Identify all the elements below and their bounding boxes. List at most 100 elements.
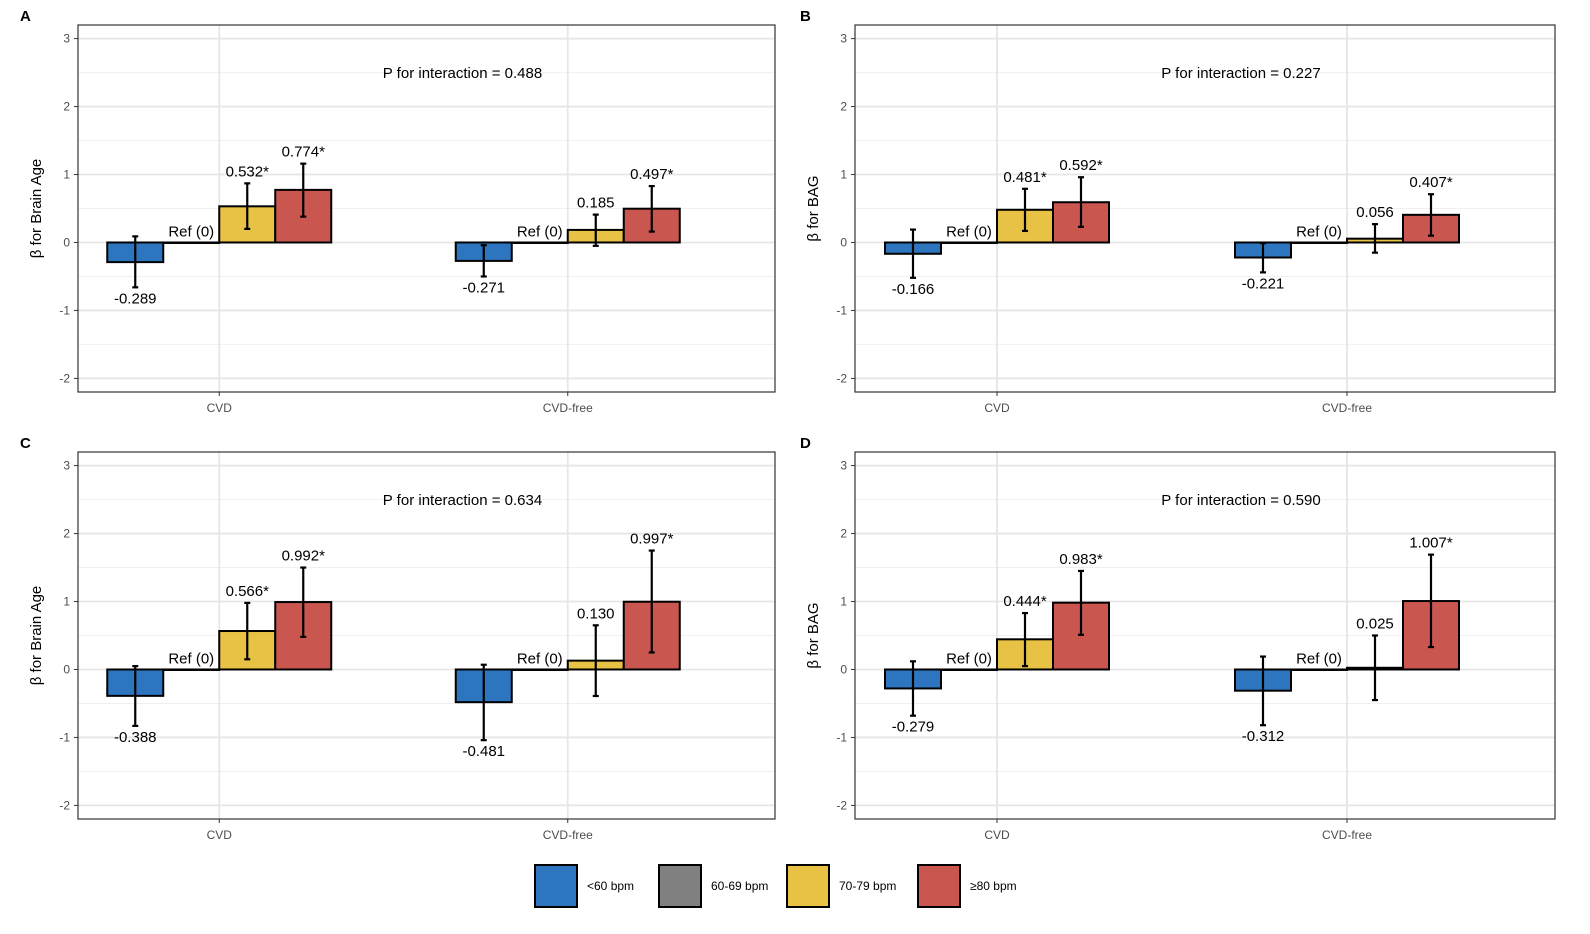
bar — [162, 241, 221, 244]
y-axis-label: β for Brain Age — [28, 586, 45, 686]
y-tick-label: 2 — [840, 100, 847, 114]
data-label: 0.185 — [577, 195, 615, 212]
panel-letter: D — [800, 435, 811, 452]
panel-letter: C — [20, 435, 31, 452]
data-label: 0.997* — [630, 531, 674, 548]
data-label: 0.983* — [1059, 551, 1103, 568]
y-tick-label: 3 — [63, 459, 70, 473]
y-tick-label: -2 — [836, 371, 847, 385]
legend-swatch — [658, 864, 702, 908]
bar — [162, 668, 221, 671]
data-label: 0.532* — [226, 163, 270, 180]
bar — [940, 668, 998, 671]
panel-letter: A — [20, 8, 31, 25]
y-tick-label: 0 — [840, 662, 847, 676]
data-label: -0.279 — [892, 719, 935, 736]
y-tick-label: 0 — [840, 235, 847, 249]
y-tick-label: 2 — [63, 527, 70, 541]
x-category-label: CVD-free — [1322, 828, 1372, 842]
y-tick-label: 1 — [840, 595, 847, 609]
y-tick-label: 0 — [63, 662, 70, 676]
y-axis-label: β for Brain Age — [28, 159, 45, 259]
y-tick-label: 1 — [63, 595, 70, 609]
data-label: 0.566* — [226, 583, 270, 600]
data-label: -0.388 — [114, 729, 157, 746]
y-tick-label: -1 — [59, 303, 70, 317]
panel-c: C -2 -1 0 1 2 3 CVD -0.388 Ref (0) 0.566* 0.992* CVD… — [20, 435, 776, 842]
legend-item: ≥80 bpm — [917, 864, 1017, 908]
x-category-label: CVD-free — [543, 401, 593, 415]
data-label: Ref (0) — [168, 223, 214, 240]
panel-a: A -2 -1 0 1 2 3 CVD -0.289 Ref (0) 0.532* 0.774* CVD… — [20, 8, 776, 415]
y-tick-label: -2 — [59, 371, 70, 385]
y-tick-label: 2 — [840, 527, 847, 541]
x-category-label: CVD-free — [543, 828, 593, 842]
y-tick-label: -1 — [59, 730, 70, 744]
y-tick-label: 3 — [840, 459, 847, 473]
y-tick-label: 3 — [840, 32, 847, 46]
legend-item: <60 bpm — [534, 864, 634, 908]
y-tick-label: 1 — [840, 168, 847, 182]
data-label: 1.007* — [1409, 535, 1453, 552]
data-label: Ref (0) — [946, 650, 992, 667]
y-tick-label: 2 — [63, 100, 70, 114]
data-label: Ref (0) — [517, 223, 563, 240]
data-label: 0.774* — [282, 144, 326, 161]
legend-swatch — [534, 864, 578, 908]
legend-item: 60-69 bpm — [658, 864, 768, 908]
data-label: Ref (0) — [168, 650, 214, 667]
data-label: 0.481* — [1003, 169, 1047, 186]
x-category-label: CVD — [207, 828, 233, 842]
bar — [1290, 241, 1348, 244]
x-category-label: CVD — [984, 828, 1010, 842]
p-interaction-annotation: P for interaction = 0.634 — [383, 492, 542, 509]
y-tick-label: -2 — [836, 798, 847, 812]
legend-item: 70-79 bpm — [786, 864, 896, 908]
data-label: -0.312 — [1242, 728, 1285, 745]
panel-b: B -2 -1 0 1 2 3 CVD -0.166 Ref (0) 0.481* 0.592* CVD… — [800, 8, 1556, 415]
data-label: -0.166 — [892, 281, 935, 298]
y-tick-label: 0 — [63, 235, 70, 249]
data-label: -0.221 — [1242, 275, 1285, 292]
data-label: 0.025 — [1356, 616, 1394, 633]
panel-border — [77, 451, 776, 820]
y-tick-label: -1 — [836, 730, 847, 744]
y-axis-label: β for BAG — [805, 175, 822, 241]
data-label: 0.407* — [1409, 174, 1453, 191]
legend-swatch — [786, 864, 830, 908]
panel-border — [77, 24, 776, 393]
legend-label: 70-79 bpm — [839, 879, 896, 893]
y-tick-label: -2 — [59, 798, 70, 812]
x-category-label: CVD-free — [1322, 401, 1372, 415]
data-label: 0.497* — [630, 166, 674, 183]
panel-border — [854, 451, 1556, 820]
data-label: 0.056 — [1356, 204, 1394, 221]
bar — [510, 241, 569, 244]
data-label: -0.481 — [462, 743, 505, 760]
data-label: -0.271 — [462, 279, 505, 296]
x-category-label: CVD — [207, 401, 233, 415]
y-tick-label: 1 — [63, 168, 70, 182]
bar — [940, 241, 998, 244]
legend-label: 60-69 bpm — [711, 879, 768, 893]
data-label: Ref (0) — [946, 223, 992, 240]
x-category-label: CVD — [984, 401, 1010, 415]
y-axis-label: β for BAG — [805, 602, 822, 668]
y-tick-label: -1 — [836, 303, 847, 317]
y-tick-label: 3 — [63, 32, 70, 46]
p-interaction-annotation: P for interaction = 0.227 — [1161, 65, 1320, 82]
legend-label: ≥80 bpm — [970, 879, 1017, 893]
panel-border — [854, 24, 1556, 393]
data-label: Ref (0) — [1296, 223, 1342, 240]
p-interaction-annotation: P for interaction = 0.488 — [383, 65, 542, 82]
p-interaction-annotation: P for interaction = 0.590 — [1161, 492, 1320, 509]
data-label: 0.130 — [577, 605, 615, 622]
panel-d: D -2 -1 0 1 2 3 CVD -0.279 Ref (0) 0.444* 0.983* CVD… — [800, 435, 1556, 842]
data-label: 0.992* — [282, 548, 326, 565]
data-label: 0.592* — [1059, 157, 1103, 174]
legend: <60 bpm 60-69 bpm 70-79 bpm ≥80 bpm — [534, 864, 1017, 908]
panel-letter: B — [800, 8, 811, 25]
data-label: 0.444* — [1003, 593, 1047, 610]
data-label: Ref (0) — [517, 650, 563, 667]
